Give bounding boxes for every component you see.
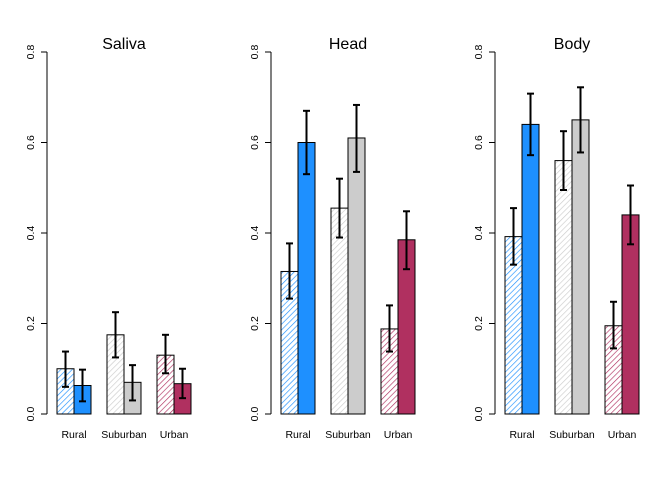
y-tick-label: 0.8 <box>473 45 485 60</box>
y-tick-label: 0.4 <box>25 226 37 241</box>
y-tick-label: 0.8 <box>249 45 261 60</box>
x-category-label: Urban <box>160 429 189 441</box>
panel-title: Head <box>329 36 367 53</box>
panel-title: Saliva <box>102 36 146 53</box>
y-tick-label: 0.0 <box>25 407 37 422</box>
y-tick-label: 0.4 <box>473 226 485 241</box>
panel-saliva: Saliva 0.0 0.2 0.4 0.6 0.8 Rural Suburban Urban <box>25 36 192 441</box>
y-tick-label: 0.6 <box>25 135 37 150</box>
bar-rural-solid <box>521 123 540 415</box>
x-category-label: Urban <box>608 429 637 441</box>
y-tick-label: 0.6 <box>249 135 261 150</box>
x-category-label: Rural <box>285 429 310 441</box>
panel-title: Body <box>554 36 590 53</box>
x-category-label: Suburban <box>549 429 595 441</box>
y-tick-label: 0.2 <box>249 316 261 331</box>
bar-rural-solid <box>297 142 316 415</box>
x-category-label: Rural <box>61 429 86 441</box>
panel-body: Body 0.0 0.2 0.4 0.6 0.8 Rural Suburban Urban <box>473 36 640 441</box>
y-tick-label: 0.8 <box>25 45 37 60</box>
y-tick-label: 0.0 <box>249 407 261 422</box>
bar-suburban-solid <box>571 119 590 415</box>
y-tick-label: 0.2 <box>473 316 485 331</box>
panel-head: Head 0.0 0.2 0.4 0.6 0.8 Rural Suburban Urban <box>249 36 416 441</box>
bar-suburban-solid <box>347 137 366 415</box>
x-category-label: Rural <box>509 429 534 441</box>
x-category-label: Suburban <box>325 429 371 441</box>
x-category-label: Suburban <box>101 429 147 441</box>
x-category-label: Urban <box>384 429 413 441</box>
y-tick-label: 0.2 <box>25 316 37 331</box>
y-tick-label: 0.6 <box>473 135 485 150</box>
bar-suburban-hatched <box>330 207 349 415</box>
y-tick-label: 0.0 <box>473 407 485 422</box>
bar-suburban-hatched <box>554 160 573 415</box>
y-tick-label: 0.4 <box>249 226 261 241</box>
